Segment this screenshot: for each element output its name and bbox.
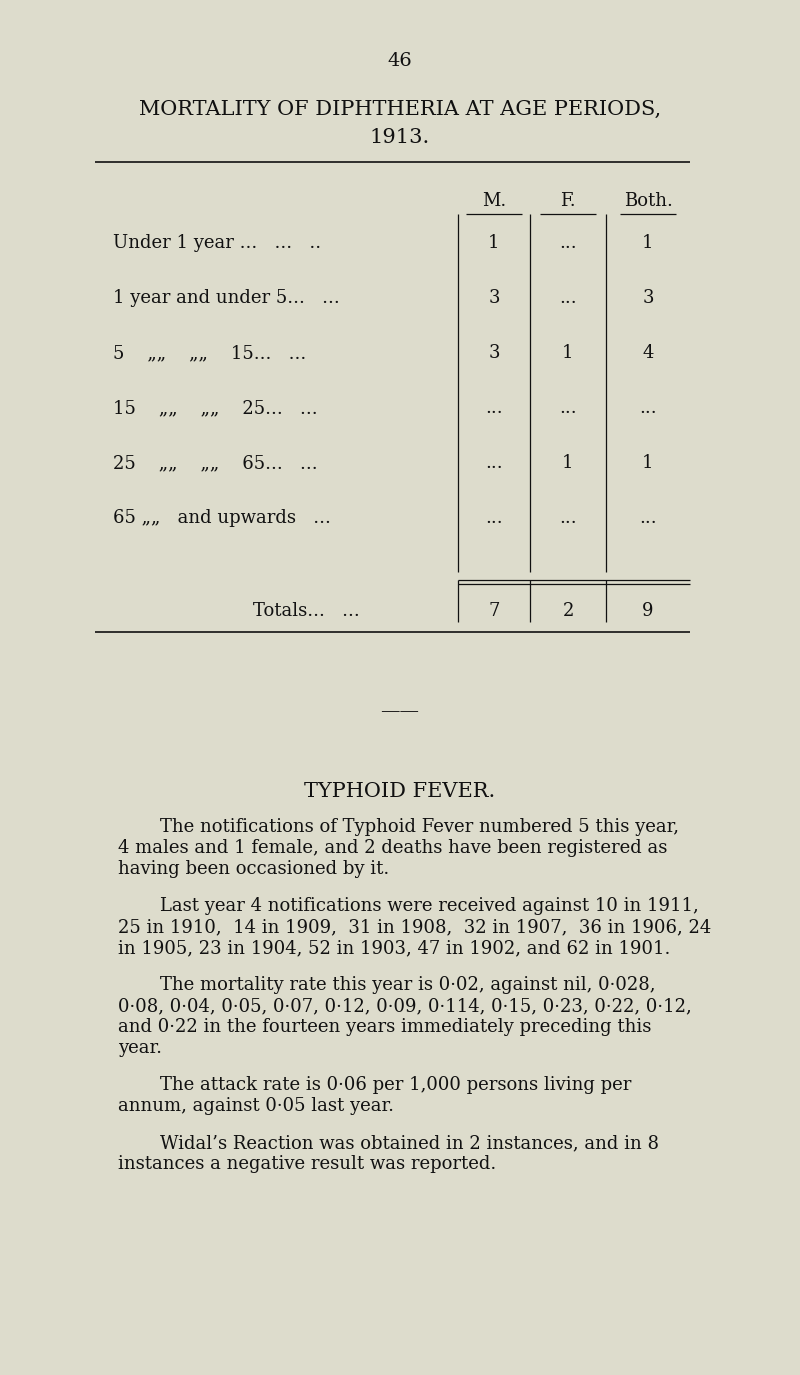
Text: ——: —— — [381, 703, 419, 720]
Text: 2: 2 — [562, 602, 574, 620]
Text: 3: 3 — [488, 289, 500, 307]
Text: 0·08, 0·04, 0·05, 0·07, 0·12, 0·09, 0·114, 0·15, 0·23, 0·22, 0·12,: 0·08, 0·04, 0·05, 0·07, 0·12, 0·09, 0·11… — [118, 997, 692, 1015]
Text: and 0·22 in the fourteen years immediately preceding this: and 0·22 in the fourteen years immediate… — [118, 1018, 651, 1035]
Text: instances a negative result was reported.: instances a negative result was reported… — [118, 1155, 496, 1173]
Text: 1 year and under 5...   ...: 1 year and under 5... ... — [113, 289, 340, 307]
Text: ...: ... — [485, 454, 503, 472]
Text: 4: 4 — [642, 344, 654, 362]
Text: ...: ... — [559, 289, 577, 307]
Text: 25 in 1910,  14 in 1909,  31 in 1908,  32 in 1907,  36 in 1906, 24: 25 in 1910, 14 in 1909, 31 in 1908, 32 i… — [118, 918, 711, 936]
Text: 1: 1 — [562, 344, 574, 362]
Text: 3: 3 — [642, 289, 654, 307]
Text: TYPHOID FEVER.: TYPHOID FEVER. — [304, 782, 496, 802]
Text: The notifications of Typhoid Fever numbered 5 this year,: The notifications of Typhoid Fever numbe… — [160, 818, 679, 836]
Text: Widal’s Reaction was obtained in 2 instances, and in 8: Widal’s Reaction was obtained in 2 insta… — [160, 1134, 659, 1152]
Text: The attack rate is 0·06 per 1,000 persons living per: The attack rate is 0·06 per 1,000 person… — [160, 1077, 631, 1094]
Text: Both.: Both. — [623, 193, 673, 210]
Text: ...: ... — [559, 399, 577, 417]
Text: ...: ... — [639, 509, 657, 527]
Text: The mortality rate this year is 0·02, against nil, 0·028,: The mortality rate this year is 0·02, ag… — [160, 976, 655, 994]
Text: ...: ... — [639, 399, 657, 417]
Text: ...: ... — [559, 509, 577, 527]
Text: 46: 46 — [388, 52, 412, 70]
Text: Last year 4 notifications were received against 10 in 1911,: Last year 4 notifications were received … — [160, 896, 698, 914]
Text: year.: year. — [118, 1040, 162, 1057]
Text: 65 „„   and upwards   ...: 65 „„ and upwards ... — [113, 509, 331, 527]
Text: 1: 1 — [642, 234, 654, 252]
Text: Totals...   ...: Totals... ... — [253, 602, 360, 620]
Text: 7: 7 — [488, 602, 500, 620]
Text: ...: ... — [485, 399, 503, 417]
Text: MORTALITY OF DIPHTHERIA AT AGE PERIODS,: MORTALITY OF DIPHTHERIA AT AGE PERIODS, — [139, 100, 661, 120]
Text: F.: F. — [560, 193, 576, 210]
Text: ...: ... — [559, 234, 577, 252]
Text: having been occasioned by it.: having been occasioned by it. — [118, 859, 390, 879]
Text: Under 1 year ...   ...   ..: Under 1 year ... ... .. — [113, 234, 321, 252]
Text: 1: 1 — [488, 234, 500, 252]
Text: 5    „„    „„    15...   ...: 5 „„ „„ 15... ... — [113, 344, 306, 362]
Text: ...: ... — [485, 509, 503, 527]
Text: annum, against 0·05 last year.: annum, against 0·05 last year. — [118, 1097, 394, 1115]
Text: M.: M. — [482, 193, 506, 210]
Text: in 1905, 23 in 1904, 52 in 1903, 47 in 1902, and 62 in 1901.: in 1905, 23 in 1904, 52 in 1903, 47 in 1… — [118, 939, 670, 957]
Text: 15    „„    „„    25...   ...: 15 „„ „„ 25... ... — [113, 399, 318, 417]
Text: 4 males and 1 female, and 2 deaths have been registered as: 4 males and 1 female, and 2 deaths have … — [118, 839, 667, 857]
Text: 1: 1 — [642, 454, 654, 472]
Text: 25    „„    „„    65...   ...: 25 „„ „„ 65... ... — [113, 454, 318, 472]
Text: 9: 9 — [642, 602, 654, 620]
Text: 3: 3 — [488, 344, 500, 362]
Text: 1913.: 1913. — [370, 128, 430, 147]
Text: 1: 1 — [562, 454, 574, 472]
